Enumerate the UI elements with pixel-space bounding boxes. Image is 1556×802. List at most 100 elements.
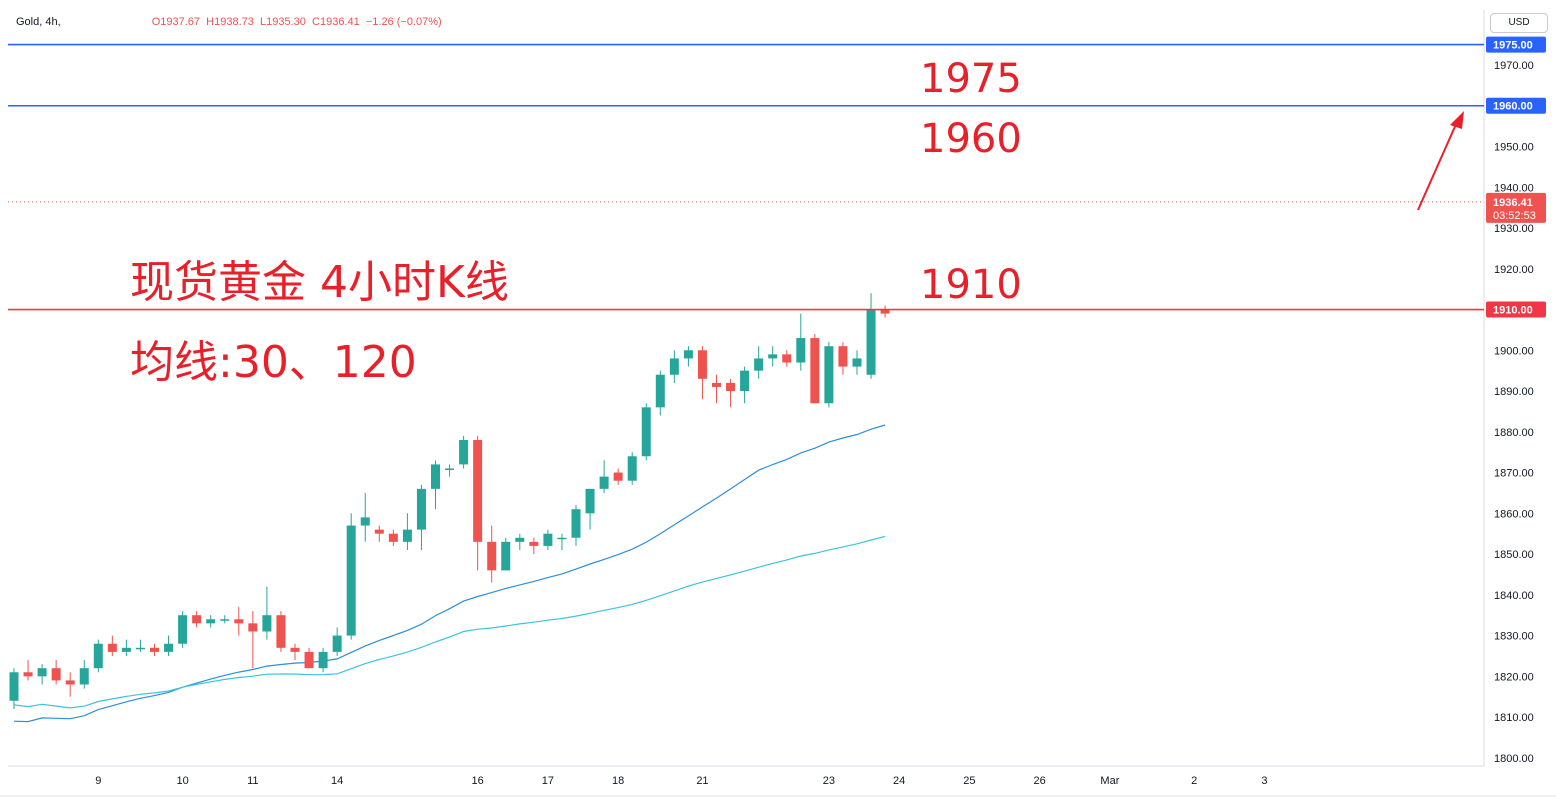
candle[interactable] (557, 533, 567, 550)
candle[interactable] (501, 537, 511, 571)
candle[interactable] (248, 611, 258, 669)
x-tick-label: 23 (823, 775, 835, 787)
symbol-label[interactable]: Gold, 4h, (16, 16, 61, 28)
candle[interactable] (262, 586, 272, 640)
candle[interactable] (627, 452, 637, 485)
candle[interactable] (51, 660, 61, 685)
candle-body (234, 619, 244, 624)
y-tick-label: 1880.00 (1494, 427, 1534, 439)
ohlc-legend: Gold, 4h, O1937.67 H1938.73 L1935.30 C19… (16, 16, 442, 28)
candle[interactable] (571, 505, 581, 546)
candle[interactable] (754, 346, 764, 379)
candle[interactable] (726, 378, 736, 408)
candle-body (79, 668, 89, 685)
ma30-line (13, 424, 886, 723)
candle-body (402, 529, 412, 542)
candle[interactable] (164, 635, 174, 656)
candle[interactable] (796, 313, 806, 371)
candle[interactable] (585, 488, 595, 530)
x-tick-label: 11 (247, 775, 258, 787)
x-tick-label: 26 (1034, 775, 1046, 787)
candle[interactable] (697, 346, 707, 400)
candle[interactable] (135, 639, 145, 652)
candle-body (206, 619, 216, 624)
annotation-1910: 1910 (920, 262, 1022, 308)
candle[interactable] (234, 607, 244, 636)
candle[interactable] (515, 533, 525, 550)
currency-button[interactable]: USD (1490, 13, 1548, 33)
candle[interactable] (459, 435, 469, 469)
candle[interactable] (121, 639, 131, 656)
candle[interactable] (388, 529, 398, 546)
candle[interactable] (93, 639, 103, 673)
candle-body (669, 358, 679, 375)
candle[interactable] (220, 615, 230, 624)
last-price-text: 1936.41 (1493, 197, 1533, 209)
candle[interactable] (543, 529, 553, 550)
candle-body (838, 346, 848, 367)
candle[interactable] (192, 611, 202, 628)
low-value: L1935.30 (260, 16, 306, 28)
candle[interactable] (487, 525, 497, 583)
candle-body (135, 647, 145, 650)
y-tick-label: 1810.00 (1494, 712, 1534, 724)
candle[interactable] (360, 492, 370, 542)
candle-body (107, 643, 117, 652)
candle[interactable] (332, 627, 342, 656)
candle[interactable] (276, 611, 286, 652)
candle[interactable] (431, 460, 440, 510)
candle[interactable] (683, 346, 693, 367)
candle[interactable] (599, 460, 609, 493)
candle-body (459, 439, 469, 465)
candle[interactable] (346, 513, 356, 640)
candle[interactable] (866, 293, 876, 379)
x-tick-label: 3 (1261, 775, 1267, 787)
candle-body (768, 354, 778, 359)
candle-body (473, 439, 483, 542)
candle[interactable] (402, 513, 412, 550)
high-value: H1938.73 (206, 16, 254, 28)
candle[interactable] (178, 611, 188, 648)
candle[interactable] (37, 664, 47, 685)
candle[interactable] (529, 537, 539, 555)
candle[interactable] (374, 525, 384, 542)
candle[interactable] (416, 484, 426, 550)
candle[interactable] (79, 660, 89, 689)
candle[interactable] (852, 350, 862, 375)
candle-body (346, 525, 356, 636)
candle-body (248, 623, 258, 632)
candle-body (515, 537, 525, 542)
candle[interactable] (150, 643, 159, 656)
candle-body (388, 533, 398, 542)
candle[interactable] (107, 635, 117, 656)
candle[interactable] (838, 342, 848, 375)
countdown-text: 03:52:53 (1493, 210, 1536, 222)
candle[interactable] (23, 660, 33, 681)
candle[interactable] (613, 468, 623, 485)
candle[interactable] (880, 305, 890, 318)
candle[interactable] (290, 643, 300, 661)
candle[interactable] (669, 350, 679, 383)
ma120-line (13, 535, 886, 709)
candle[interactable] (824, 342, 834, 408)
candle[interactable] (9, 668, 19, 709)
candle[interactable] (641, 403, 651, 461)
candle[interactable] (712, 374, 721, 404)
candle[interactable] (318, 647, 328, 673)
candle[interactable] (304, 647, 314, 669)
candle[interactable] (740, 366, 750, 404)
candle[interactable] (65, 672, 75, 697)
candle-body (487, 541, 497, 571)
candle-body (697, 350, 707, 379)
candle[interactable] (782, 350, 792, 367)
x-tick-label: 10 (176, 775, 188, 787)
candle[interactable] (810, 333, 820, 404)
candle[interactable] (445, 464, 455, 477)
forecast-arrow (1417, 111, 1464, 211)
candle[interactable] (206, 615, 216, 628)
candle[interactable] (655, 370, 665, 416)
candle[interactable] (768, 346, 778, 367)
candle[interactable] (473, 435, 483, 571)
x-tick-label: 21 (696, 775, 708, 787)
